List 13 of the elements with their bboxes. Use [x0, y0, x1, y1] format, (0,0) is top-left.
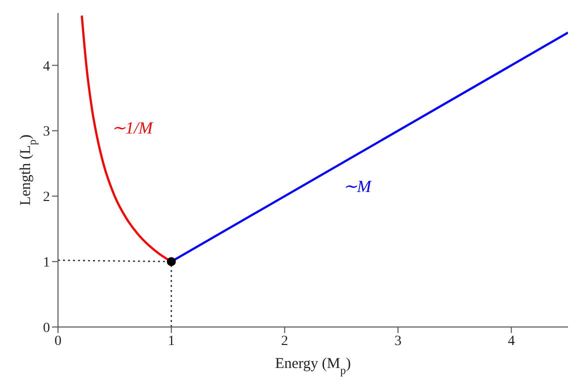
series-label: ∼1/M — [111, 118, 154, 138]
y-tick-label: 4 — [43, 59, 50, 74]
y-tick-label: 2 — [43, 190, 50, 206]
x-tick-label: 1 — [168, 334, 175, 349]
x-tick-label: 3 — [394, 334, 402, 349]
x-axis-title: Energy (M$_{p}$) — [275, 356, 351, 377]
y-tick-label: 0 — [43, 320, 50, 336]
y-tick-label: 3 — [43, 124, 50, 140]
x-tick-label: 0 — [54, 334, 62, 349]
series-label: ∼M — [343, 177, 372, 196]
y-tick-label: 1 — [43, 256, 50, 271]
x-tick-label: 2 — [281, 334, 288, 349]
x-tick-label: 4 — [508, 334, 515, 349]
